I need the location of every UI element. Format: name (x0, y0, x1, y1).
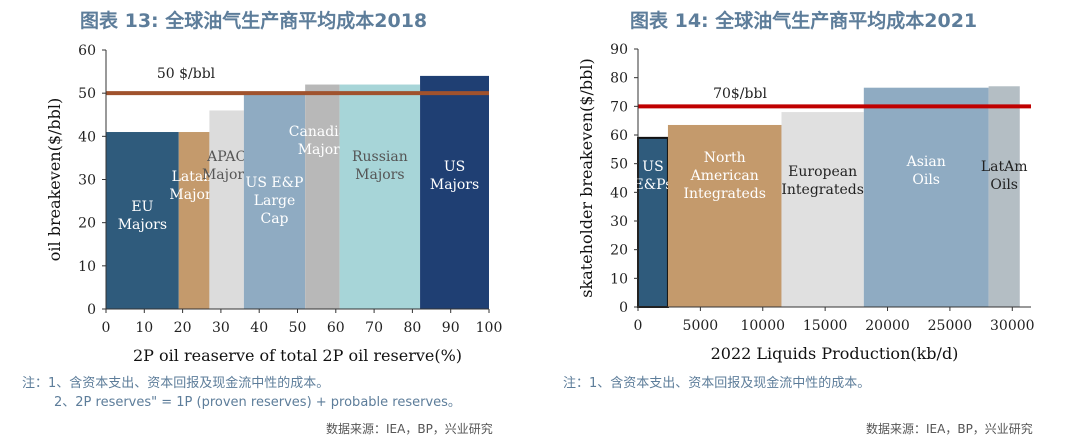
chart2-y-tick-label: 0 (619, 300, 628, 316)
chart1-bar-eu-majors (106, 132, 179, 309)
chart2-bar-label: Oils (990, 177, 1018, 193)
chart1-note-1: 注：1、含资本支出、资本回报及现金流中性的成本。 (22, 376, 330, 391)
chart1-x-tick-label: 40 (250, 320, 268, 336)
chart1-x-tick-label: 100 (476, 320, 503, 336)
chart2-note-1: 注：1、含资本支出、资本回报及现金流中性的成本。 (563, 376, 871, 391)
chart2-x-tick-label: 0 (634, 318, 643, 334)
chart2-bar-us-e-ps (637, 136, 669, 308)
chart1-x-tick-label: 10 (135, 320, 153, 336)
chart2-bar-label: LatAm (981, 159, 1028, 175)
chart1-y-tick-label: 20 (78, 216, 96, 232)
chart1-x-tick-label: 60 (327, 320, 345, 336)
chart1-bar-label: Majors (430, 177, 479, 193)
chart1-bar-canadian-majors (305, 84, 340, 310)
chart2-bar-north-american-integrateds (667, 124, 782, 307)
chart2-bar-latam-oils (988, 86, 1020, 308)
chart1-y-tick-label: 60 (78, 43, 96, 59)
chart2-bar-label: Oils (912, 172, 940, 188)
chart1-x-tick-label: 90 (442, 320, 460, 336)
chart1-bar-label: Russian (352, 149, 408, 165)
chart2-x-tick-label: 30000 (990, 318, 1035, 334)
chart1-bar-latam-majors (178, 132, 210, 309)
chart1-bar-russian-majors (339, 84, 421, 310)
chart2-y-tick-label: 30 (610, 214, 628, 230)
chart2-y-axis-label: skateholder breakeven($/bbl) (577, 58, 596, 297)
chart2-x-tick-label: 25000 (928, 318, 973, 334)
chart1-x-tick-label: 20 (174, 320, 192, 336)
chart2-x-axis-label: 2022 Liquids Production(kb/d) (711, 344, 959, 363)
chart1-bar-label: Majors (118, 217, 167, 233)
chart2-bar-label: American (690, 168, 759, 184)
chart1-x-axis-label: 2P oil reaserve of total 2P oil reserve(… (133, 346, 462, 365)
chart1-bar-label: Latam (172, 169, 217, 185)
chart1-bar-label: Majors (355, 167, 404, 183)
chart2-bar-label: Integrateds (781, 182, 864, 198)
chart1-bar-apac-majors (209, 110, 244, 309)
chart1-x-tick-label: 80 (403, 320, 421, 336)
chart2-y-tick-label: 50 (610, 157, 628, 173)
chart2-reference-label: 70$/bbl (713, 86, 767, 102)
chart2-x-tick-label: 10000 (740, 318, 785, 334)
chart2-y-tick-label: 20 (610, 243, 628, 259)
chart1-bar-label: Cap (261, 211, 289, 227)
chart2-bar-label: European (788, 164, 857, 180)
chart1-bar-us-majors (420, 75, 489, 310)
chart2: US E&Ps North American Integrateds European In… (577, 42, 1035, 363)
chart1-x-tick-label: 0 (102, 320, 111, 336)
chart2-x-tick-label: 20000 (865, 318, 910, 334)
chart1-y-axis-label: oil breakeven($/bbl) (45, 98, 64, 261)
chart1-reference-label: 50 $/bbl (157, 66, 216, 82)
chart2-y-tick-label: 80 (610, 71, 628, 87)
chart1-bar-label: Majors (298, 142, 347, 158)
chart1-x-tick-label: 70 (365, 320, 383, 336)
chart2-y-tick-label: 90 (610, 42, 628, 58)
chart2-bar-label: E&Ps (634, 177, 673, 193)
chart2-y-tick-label: 60 (610, 128, 628, 144)
chart1-y-tick-label: 50 (78, 86, 96, 102)
chart2-bar-label: Integrateds (683, 186, 766, 202)
chart1-bar-label: Large (254, 193, 296, 209)
chart1-bar-us-e-p-large-cap (243, 93, 306, 310)
chart2-y-tick-label: 10 (610, 271, 628, 287)
chart1-bar-label: EU (131, 199, 153, 215)
chart1-bar-label: APAC (206, 149, 246, 165)
chart2-y-tick-label: 70 (610, 99, 628, 115)
chart1-bar-label: US (444, 159, 465, 175)
chart1-bar-label: Majors (202, 167, 251, 183)
chart1-note-2: 2、2P reserves" = 1P (proven reserves) + … (54, 395, 461, 410)
chart2-bar-asian-oils (863, 87, 989, 307)
chart2-x-tick-label: 15000 (803, 318, 848, 334)
chart1-y-tick-label: 30 (78, 173, 96, 189)
chart1-bar-label: Canadian (289, 124, 356, 140)
chart2-bar-label: Asian (906, 154, 946, 170)
chart1-x-tick-label: 50 (289, 320, 307, 336)
chart2-source: 数据来源：IEA，BP，兴业研究 (866, 422, 1033, 436)
chart2-bar-label: North (704, 150, 746, 166)
chart1-source: 数据来源：IEA，BP，兴业研究 (326, 422, 493, 436)
chart2-title: 图表 14: 全球油气生产商平均成本2021 (630, 10, 978, 32)
chart1-y-tick-label: 0 (87, 302, 96, 318)
chart1-title: 图表 13: 全球油气生产商平均成本2018 (80, 10, 428, 32)
chart1-y-tick-label: 10 (78, 259, 96, 275)
chart2-y-tick-label: 40 (610, 185, 628, 201)
chart2-bar-european-integrateds (781, 112, 864, 307)
chart1-bar-label: US E&P (246, 175, 304, 191)
chart1-y-tick-label: 40 (78, 129, 96, 145)
chart1-bar-label: Majors (169, 187, 218, 203)
chart1-x-tick-label: 30 (212, 320, 230, 336)
chart2-x-tick-label: 5000 (683, 318, 719, 334)
chart2-bar-label: US (642, 159, 663, 175)
